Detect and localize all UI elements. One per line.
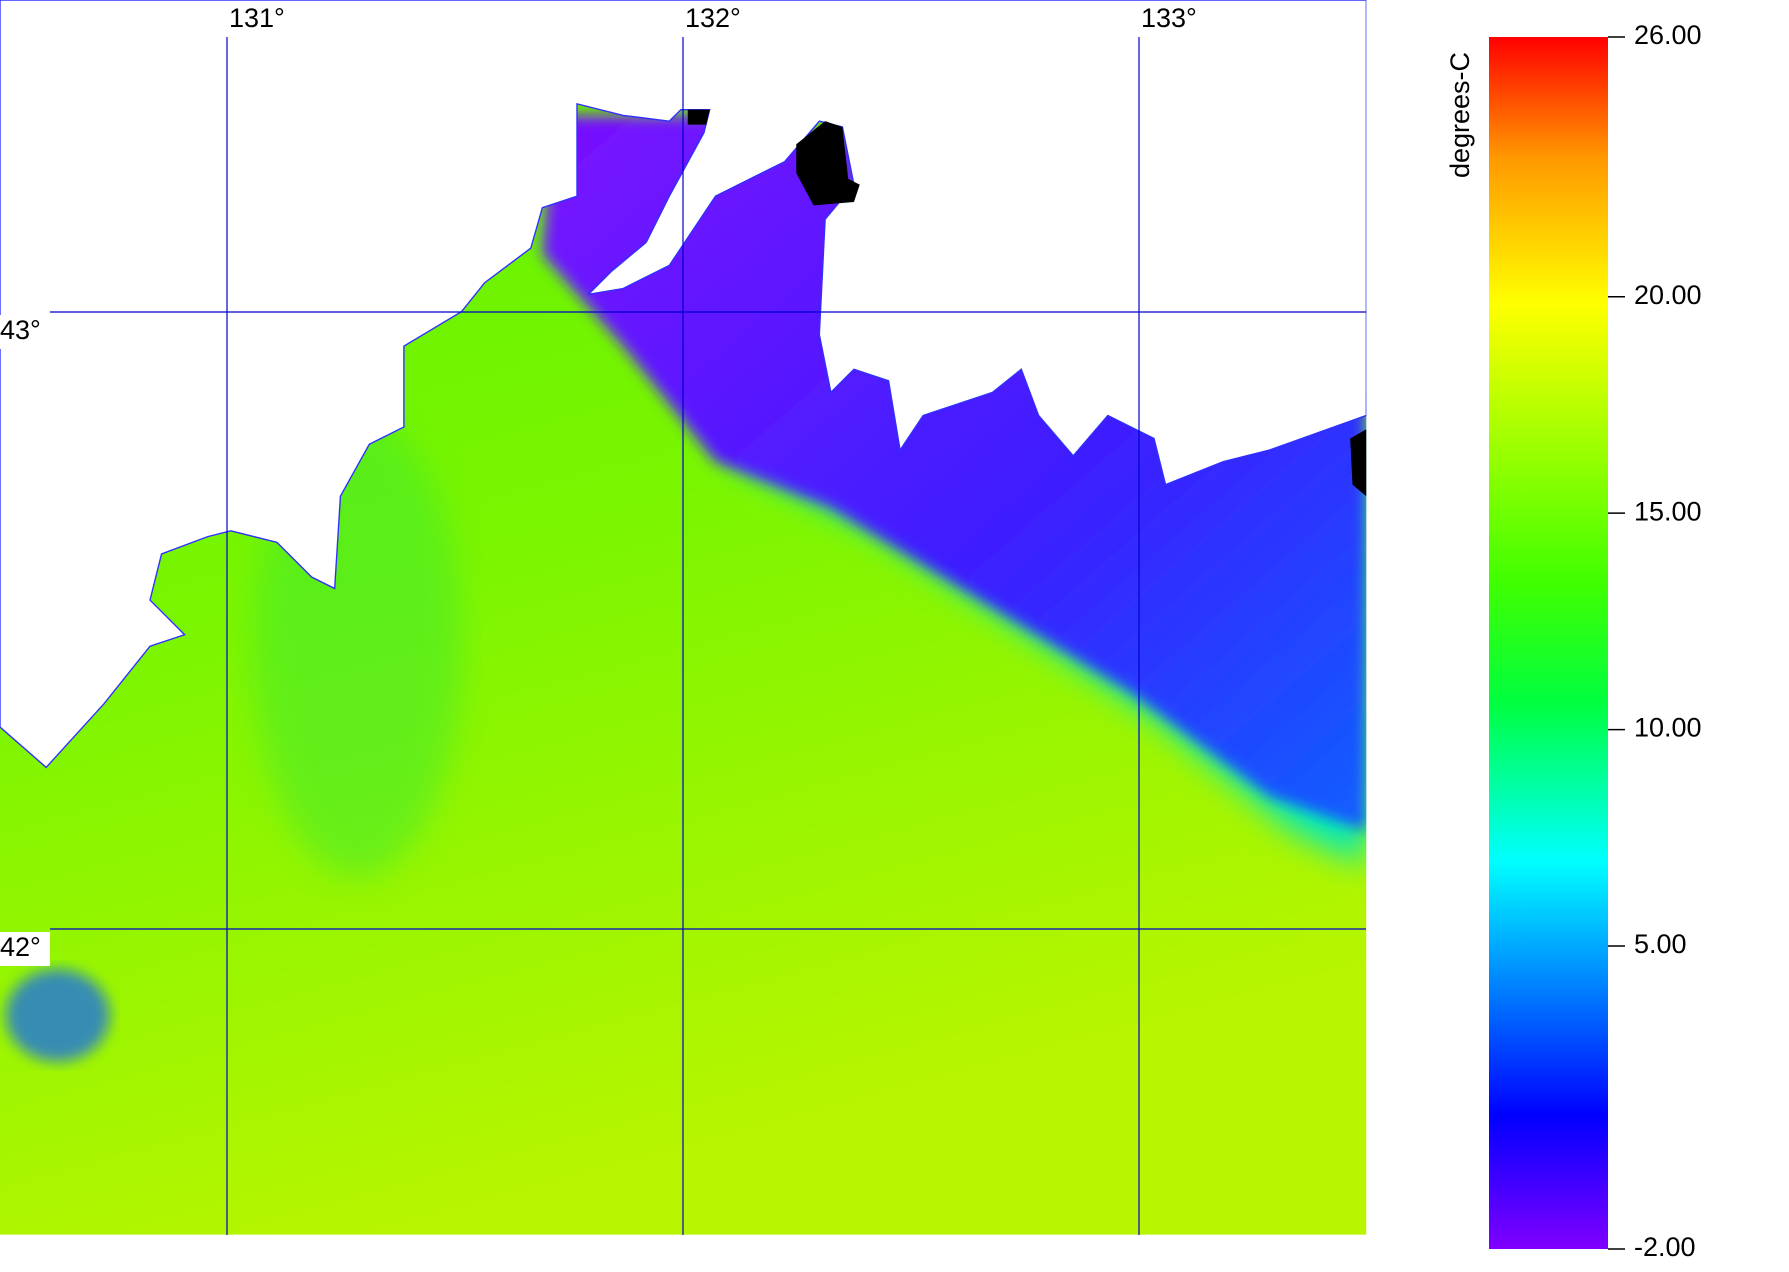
latitude-label: 43° [0,315,41,345]
colorbar-tick-label: 15.00 [1634,496,1702,526]
colorbar-tick-label: 26.00 [1634,20,1702,50]
colorbar-label: degrees-C [1445,52,1475,178]
latitude-label: 42° [0,932,41,962]
longitude-label: 132° [685,3,741,33]
latitude-label-bg [0,932,50,966]
colorbar-tick-label: -2.00 [1634,1232,1696,1262]
colorbar [1489,37,1608,1249]
colorbar-tick-label: 5.00 [1634,929,1687,959]
longitude-label: 133° [1141,3,1197,33]
longitude-label: 131° [229,3,285,33]
colorbar-tick-label: 10.00 [1634,713,1702,743]
latitude-label-bg [0,315,50,349]
colorbar-tick-label: 20.00 [1634,280,1702,310]
